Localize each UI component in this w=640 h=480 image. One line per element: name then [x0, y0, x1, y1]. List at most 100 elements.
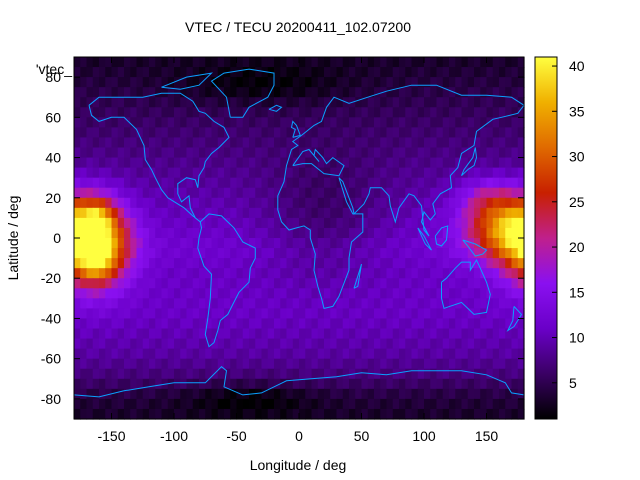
heat-cell: [130, 207, 138, 219]
heat-cell: [405, 197, 413, 209]
heat-cell: [111, 97, 119, 108]
heat-cell: [399, 157, 406, 169]
heat-cell: [117, 388, 125, 400]
heat-cell: [174, 97, 181, 108]
heat-cell: [292, 248, 300, 259]
heat-cell: [417, 338, 425, 350]
heat-cell: [86, 308, 94, 320]
heat-cell: [124, 248, 131, 259]
heat-cell: [80, 87, 88, 98]
heat-cell: [205, 318, 213, 330]
heat-cell: [192, 97, 200, 108]
heat-cell: [167, 127, 175, 139]
heat-cell: [305, 258, 313, 269]
heat-cell: [155, 147, 163, 159]
heat-cell: [392, 147, 400, 159]
heat-cell: [374, 358, 381, 370]
heat-cell: [124, 348, 131, 360]
heat-cell: [92, 107, 100, 118]
heat-cell: [355, 318, 363, 330]
heat-cell: [255, 278, 263, 289]
heat-cell: [217, 147, 225, 159]
heat-cell: [242, 227, 250, 239]
heat-cell: [311, 57, 319, 68]
heat-cell: [105, 127, 113, 139]
heat-cell: [417, 77, 425, 88]
heat-cell: [136, 368, 144, 380]
heat-cell: [180, 318, 188, 330]
heat-cell: [480, 238, 488, 249]
heat-cell: [211, 67, 219, 78]
heat-cell: [280, 217, 288, 229]
heat-cell: [336, 197, 344, 209]
heat-cell: [392, 167, 400, 179]
heat-cell: [74, 338, 81, 350]
heat-cell: [142, 338, 150, 350]
heat-cell: [505, 107, 513, 118]
heat-cell: [192, 227, 200, 239]
heat-cell: [117, 268, 125, 279]
heat-cell: [367, 127, 375, 139]
heat-cell: [80, 227, 88, 239]
heat-cell: [149, 77, 156, 88]
heat-cell: [142, 77, 150, 88]
heat-cell: [411, 177, 419, 189]
heat-cell: [142, 278, 150, 289]
heat-cell: [230, 238, 238, 249]
heat-cell: [311, 398, 319, 410]
heat-cell: [255, 147, 263, 159]
heat-cell: [111, 177, 119, 189]
heat-cell: [386, 388, 394, 400]
heat-cell: [380, 157, 388, 169]
heat-cell: [167, 87, 175, 98]
heat-cell: [517, 57, 525, 68]
heat-cell: [455, 318, 463, 330]
heat-cell: [117, 87, 125, 98]
heat-cell: [155, 227, 163, 239]
heat-cell: [74, 227, 81, 239]
heat-cell: [192, 268, 200, 279]
heat-cell: [517, 258, 525, 269]
heat-cell: [130, 338, 138, 350]
heat-cell: [174, 147, 181, 159]
heat-cell: [255, 187, 263, 199]
heat-cell: [130, 368, 138, 380]
heat-cell: [342, 378, 350, 390]
heat-cell: [442, 137, 450, 149]
heat-cell: [161, 318, 169, 330]
heat-cell: [86, 157, 94, 169]
heat-cell: [280, 77, 288, 88]
heat-cell: [499, 318, 506, 330]
heat-cell: [517, 348, 525, 360]
heat-cell: [430, 408, 438, 420]
heat-cell: [349, 398, 356, 410]
heat-cell: [80, 157, 88, 169]
heat-cell: [349, 238, 356, 249]
heat-cell: [86, 398, 94, 410]
heat-cell: [274, 77, 281, 88]
heat-cell: [242, 77, 250, 88]
heat-cell: [449, 77, 456, 88]
heat-cell: [299, 368, 306, 380]
heat-cell: [205, 117, 213, 128]
heat-cell: [124, 137, 131, 149]
heat-cell: [499, 258, 506, 269]
heat-cell: [361, 217, 369, 229]
heat-cell: [261, 408, 269, 420]
heat-cell: [499, 268, 506, 279]
heat-cell: [367, 408, 375, 420]
heat-cell: [205, 97, 213, 108]
heat-cell: [105, 87, 113, 98]
heat-cell: [430, 238, 438, 249]
heat-cell: [380, 298, 388, 309]
heat-cell: [149, 187, 156, 199]
heat-cell: [242, 278, 250, 289]
heat-cell: [292, 217, 300, 229]
heat-cell: [249, 408, 256, 420]
heat-cell: [74, 57, 81, 68]
heat-cell: [467, 127, 475, 139]
heat-cell: [324, 187, 331, 199]
heat-cell: [424, 187, 431, 199]
heat-cell: [517, 338, 525, 350]
heat-cell: [274, 308, 281, 320]
